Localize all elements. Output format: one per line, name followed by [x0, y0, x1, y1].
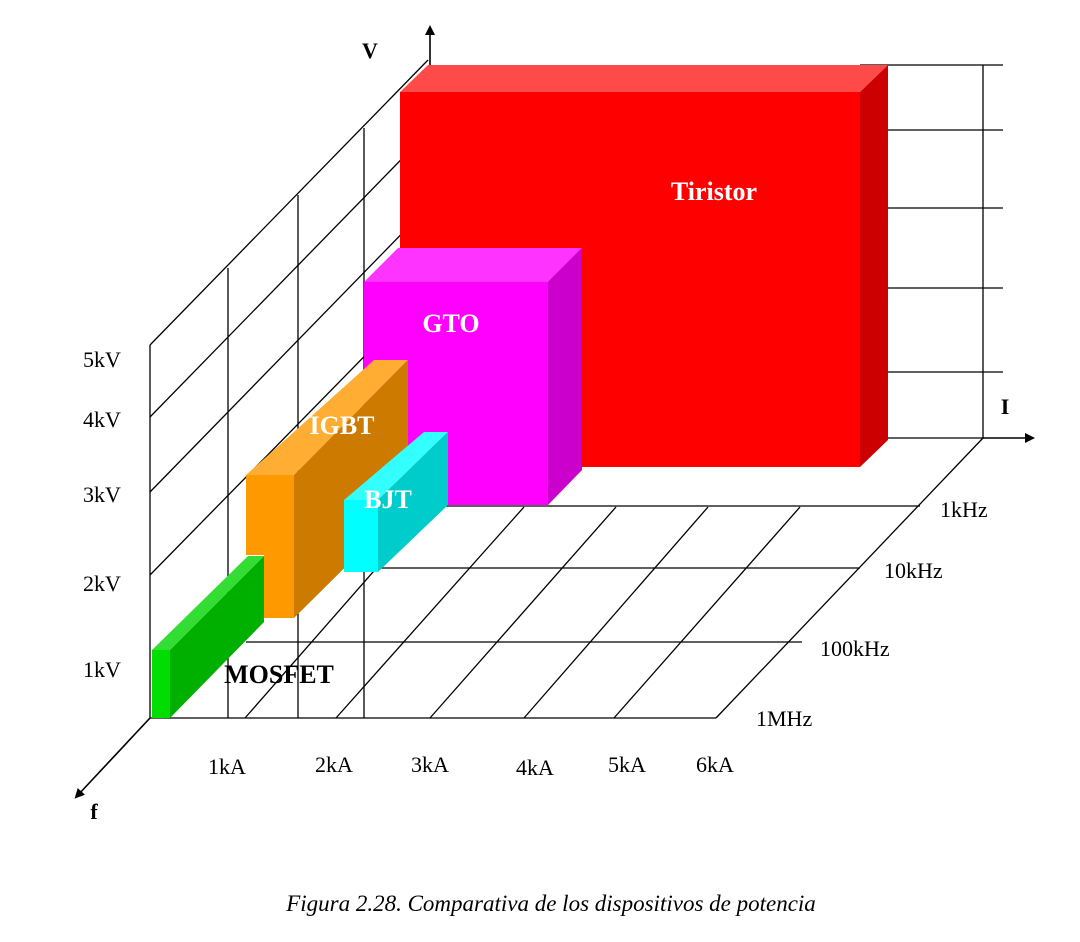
frequency-tick: 10kHz: [884, 558, 943, 583]
device-label-gto: GTO: [422, 309, 479, 338]
frequency-tick: 1MHz: [756, 706, 812, 731]
frequency-tick: 100kHz: [820, 636, 890, 661]
figure-caption: Figura 2.28. Comparativa de los disposit…: [285, 891, 816, 916]
f-axis-title: f: [90, 799, 98, 824]
bjt-box: [344, 432, 448, 572]
current-tick: 5kA: [608, 752, 646, 777]
current-tick: 6kA: [696, 752, 734, 777]
voltage-tick: 1kV: [83, 657, 121, 682]
voltage-tick: 5kV: [83, 347, 121, 372]
device-label-tiristor: Tiristor: [671, 177, 757, 206]
f-axis-line: [74, 717, 151, 799]
voltage-tick: 4kV: [83, 407, 121, 432]
igbt-box: [246, 360, 408, 618]
device-label-mosfet: MOSFET: [224, 660, 334, 689]
device-label-igbt: IGBT: [309, 411, 374, 440]
i-axis-title: I: [1001, 394, 1010, 419]
v-axis-title: V: [362, 38, 378, 63]
voltage-tick: 3kV: [83, 482, 121, 507]
frequency-tick: 1kHz: [940, 497, 988, 522]
current-tick: 4kA: [516, 755, 554, 780]
current-tick: 1kA: [208, 754, 246, 779]
current-tick: 3kA: [411, 752, 449, 777]
voltage-tick: 2kV: [83, 571, 121, 596]
device-label-bjt: BJT: [364, 485, 412, 514]
mosfet-box: [152, 556, 264, 718]
current-tick: 2kA: [315, 752, 353, 777]
